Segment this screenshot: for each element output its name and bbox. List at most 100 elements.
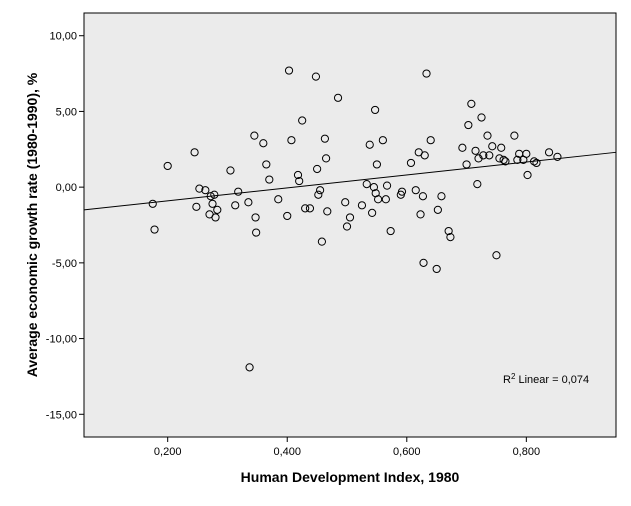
data-point <box>211 213 220 222</box>
data-point <box>458 143 467 152</box>
data-point <box>262 160 271 169</box>
data-point <box>342 222 352 231</box>
data-point <box>477 113 486 122</box>
data-point <box>313 164 322 174</box>
data-point <box>485 151 494 160</box>
data-point <box>471 146 480 155</box>
y-axis-ticks: 10,00 5,00 0,00 -5,00 -10,00 -15,00 <box>46 31 84 421</box>
data-point <box>274 195 283 204</box>
data-point <box>372 160 381 169</box>
x-tick-label: 0,600 <box>393 446 421 458</box>
data-point <box>259 139 268 148</box>
data-point <box>411 186 420 195</box>
data-point <box>444 226 453 236</box>
data-point <box>513 155 522 164</box>
data-point <box>208 199 217 208</box>
data-point <box>522 149 531 158</box>
data-point <box>479 151 488 160</box>
data-point <box>530 157 539 166</box>
data-point <box>163 161 172 171</box>
data-point <box>473 180 482 189</box>
y-tick-label: 0,00 <box>56 182 77 194</box>
data-points <box>148 66 562 372</box>
data-point <box>483 131 492 140</box>
data-point <box>467 99 476 108</box>
data-point <box>357 201 367 210</box>
data-point <box>422 69 431 78</box>
data-point <box>195 184 204 193</box>
x-axis-title: Human Development Index, 1980 <box>241 469 460 485</box>
data-point <box>544 148 554 157</box>
x-tick-label: 0,400 <box>273 446 301 458</box>
data-point <box>148 199 157 208</box>
data-point <box>437 192 446 201</box>
data-point <box>501 157 510 166</box>
y-tick-label: -10,00 <box>46 334 77 346</box>
data-point <box>150 225 159 234</box>
data-point <box>305 204 315 213</box>
data-point <box>416 210 425 219</box>
data-point <box>462 160 471 169</box>
data-point <box>192 202 201 211</box>
x-axis-ticks: 0,200 0,400 0,600 0,800 <box>154 437 540 458</box>
data-point <box>333 93 343 102</box>
linear-fit-line <box>83 151 617 211</box>
data-point <box>432 264 441 274</box>
data-point <box>386 226 395 236</box>
data-point <box>265 175 274 184</box>
data-point <box>488 142 497 151</box>
y-tick-label: -15,00 <box>46 409 77 421</box>
x-tick-label: 0,800 <box>513 446 541 458</box>
data-point <box>314 190 323 199</box>
data-point <box>341 198 350 207</box>
data-point <box>373 195 383 204</box>
data-point <box>492 251 501 260</box>
data-point <box>226 166 235 175</box>
data-point <box>252 228 261 237</box>
data-point <box>293 170 303 180</box>
data-point <box>244 198 253 207</box>
data-point <box>418 192 428 201</box>
data-point <box>419 258 428 267</box>
data-point <box>532 158 541 168</box>
data-point <box>295 176 304 186</box>
data-point <box>368 208 377 217</box>
data-point <box>433 205 442 214</box>
data-point <box>426 136 435 145</box>
x-tick-label: 0,200 <box>154 446 182 458</box>
data-point <box>316 186 325 195</box>
data-point <box>369 183 379 192</box>
data-point <box>323 207 332 216</box>
data-point <box>362 180 371 189</box>
data-point <box>378 136 387 145</box>
data-point <box>298 116 307 125</box>
data-point <box>510 131 519 140</box>
data-point <box>287 136 296 145</box>
data-point <box>206 192 215 201</box>
data-point <box>301 204 310 213</box>
data-point <box>499 155 508 164</box>
data-point <box>311 72 321 81</box>
data-point <box>213 205 222 214</box>
data-point <box>371 105 380 115</box>
data-point <box>553 152 562 161</box>
data-point <box>365 140 374 149</box>
data-point <box>210 190 219 199</box>
data-point <box>245 363 254 372</box>
data-point <box>446 233 455 242</box>
y-axis-title: Average economic growth rate (1980-1990)… <box>24 72 40 377</box>
data-point <box>420 151 429 160</box>
data-point <box>464 120 473 130</box>
data-point <box>234 187 243 196</box>
data-point <box>523 170 532 180</box>
data-point <box>317 237 327 246</box>
data-point <box>406 158 416 168</box>
y-tick-label: -5,00 <box>52 258 77 270</box>
data-point <box>284 66 294 75</box>
data-point <box>381 195 390 204</box>
data-point <box>201 186 210 195</box>
data-point <box>382 181 392 190</box>
y-tick-label: 5,00 <box>56 106 77 118</box>
data-point <box>320 134 329 143</box>
